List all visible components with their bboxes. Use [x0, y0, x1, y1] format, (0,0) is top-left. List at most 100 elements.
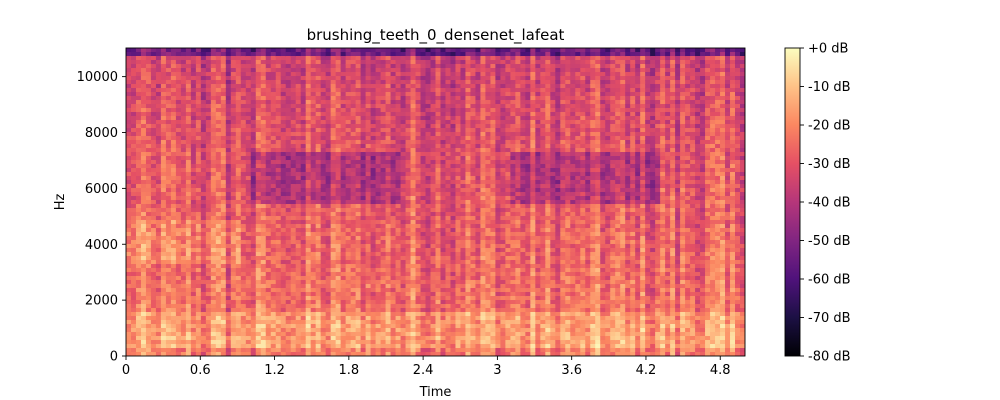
heatmap-cell	[165, 248, 172, 253]
heatmap-cell	[160, 336, 167, 341]
heatmap-cell	[375, 284, 382, 289]
heatmap-cell	[325, 304, 332, 309]
heatmap-cell	[345, 140, 352, 145]
heatmap-cell	[130, 284, 137, 289]
heatmap-cell	[375, 76, 382, 81]
heatmap-cell	[285, 224, 292, 229]
heatmap-cell	[415, 80, 422, 85]
heatmap-cell	[280, 108, 287, 113]
heatmap-cell	[380, 232, 387, 237]
heatmap-cell	[295, 244, 302, 249]
heatmap-cell	[320, 224, 327, 229]
heatmap-cell	[290, 168, 297, 173]
heatmap-cell	[140, 120, 147, 125]
heatmap-cell	[210, 60, 217, 65]
heatmap-cell	[245, 292, 252, 297]
heatmap-cell	[245, 132, 252, 137]
heatmap-cell	[395, 320, 402, 325]
heatmap-cell	[275, 92, 282, 97]
heatmap-cell	[280, 280, 287, 285]
heatmap-cell	[270, 132, 277, 137]
heatmap-cell	[215, 192, 222, 197]
heatmap-cell	[185, 348, 192, 353]
heatmap-cell	[185, 180, 192, 185]
heatmap-cell	[165, 240, 172, 245]
heatmap-cell	[405, 52, 412, 57]
heatmap-cell	[385, 260, 392, 265]
heatmap-cell	[385, 324, 392, 329]
heatmap-cell	[355, 152, 362, 157]
heatmap-cell	[245, 136, 252, 141]
heatmap-cell	[180, 124, 187, 129]
heatmap-cell	[435, 128, 442, 133]
heatmap-cell	[380, 180, 387, 185]
heatmap-cell	[255, 252, 262, 257]
heatmap-cell	[245, 308, 252, 313]
heatmap-cell	[440, 152, 447, 157]
heatmap-cell	[350, 324, 357, 329]
heatmap-cell	[425, 192, 432, 197]
heatmap-cell	[145, 184, 152, 189]
heatmap-cell	[405, 228, 412, 233]
heatmap-cell	[435, 140, 442, 145]
heatmap-cell	[150, 76, 157, 81]
heatmap-cell	[370, 284, 377, 289]
heatmap-cell	[295, 300, 302, 305]
heatmap-cell	[145, 328, 152, 333]
heatmap-cell	[245, 80, 252, 85]
heatmap-cell	[365, 336, 372, 341]
heatmap-cell	[355, 168, 362, 173]
heatmap-cell	[215, 112, 222, 117]
heatmap-cell	[180, 52, 187, 57]
heatmap-cell	[355, 80, 362, 85]
heatmap-cell	[415, 128, 422, 133]
heatmap-cell	[375, 188, 382, 193]
heatmap-cell	[195, 96, 202, 101]
heatmap-cell	[415, 56, 422, 61]
heatmap-cell	[415, 104, 422, 109]
heatmap-cell	[185, 196, 192, 201]
heatmap-cell	[320, 232, 327, 237]
heatmap-cell	[375, 176, 382, 181]
heatmap-cell	[350, 84, 357, 89]
heatmap-cell	[185, 204, 192, 209]
heatmap-cell	[220, 92, 227, 97]
heatmap-cell	[185, 108, 192, 113]
heatmap-cell	[220, 304, 227, 309]
heatmap-cell	[180, 236, 187, 241]
heatmap-cell	[240, 300, 247, 305]
heatmap-cell	[300, 72, 307, 77]
heatmap-cell	[195, 252, 202, 257]
heatmap-cell	[350, 108, 357, 113]
heatmap-cell	[305, 248, 312, 253]
heatmap-cell	[400, 220, 407, 225]
heatmap-cell	[195, 100, 202, 105]
heatmap-cell	[370, 216, 377, 221]
heatmap-cell	[330, 292, 337, 297]
heatmap-cell	[180, 136, 187, 141]
heatmap-cell	[350, 196, 357, 201]
heatmap-cell	[340, 60, 347, 65]
heatmap-cell	[195, 228, 202, 233]
heatmap-cell	[360, 148, 367, 153]
heatmap-cell	[405, 48, 412, 53]
heatmap-cell	[425, 236, 432, 241]
heatmap-cell	[345, 96, 352, 101]
heatmap-cell	[135, 252, 142, 257]
heatmap-cell	[380, 184, 387, 189]
heatmap-cell	[135, 168, 142, 173]
heatmap-cell	[240, 52, 247, 57]
heatmap-cell	[425, 172, 432, 177]
heatmap-cell	[425, 344, 432, 349]
heatmap-cell	[365, 184, 372, 189]
heatmap-cell	[375, 172, 382, 177]
heatmap-cell	[190, 232, 197, 237]
heatmap-cell	[205, 300, 212, 305]
heatmap-cell	[355, 216, 362, 221]
heatmap-cell	[380, 96, 387, 101]
heatmap-cell	[250, 292, 257, 297]
heatmap-cell	[380, 192, 387, 197]
heatmap-cell	[300, 56, 307, 61]
heatmap-cell	[150, 320, 157, 325]
heatmap-cell	[335, 208, 342, 213]
